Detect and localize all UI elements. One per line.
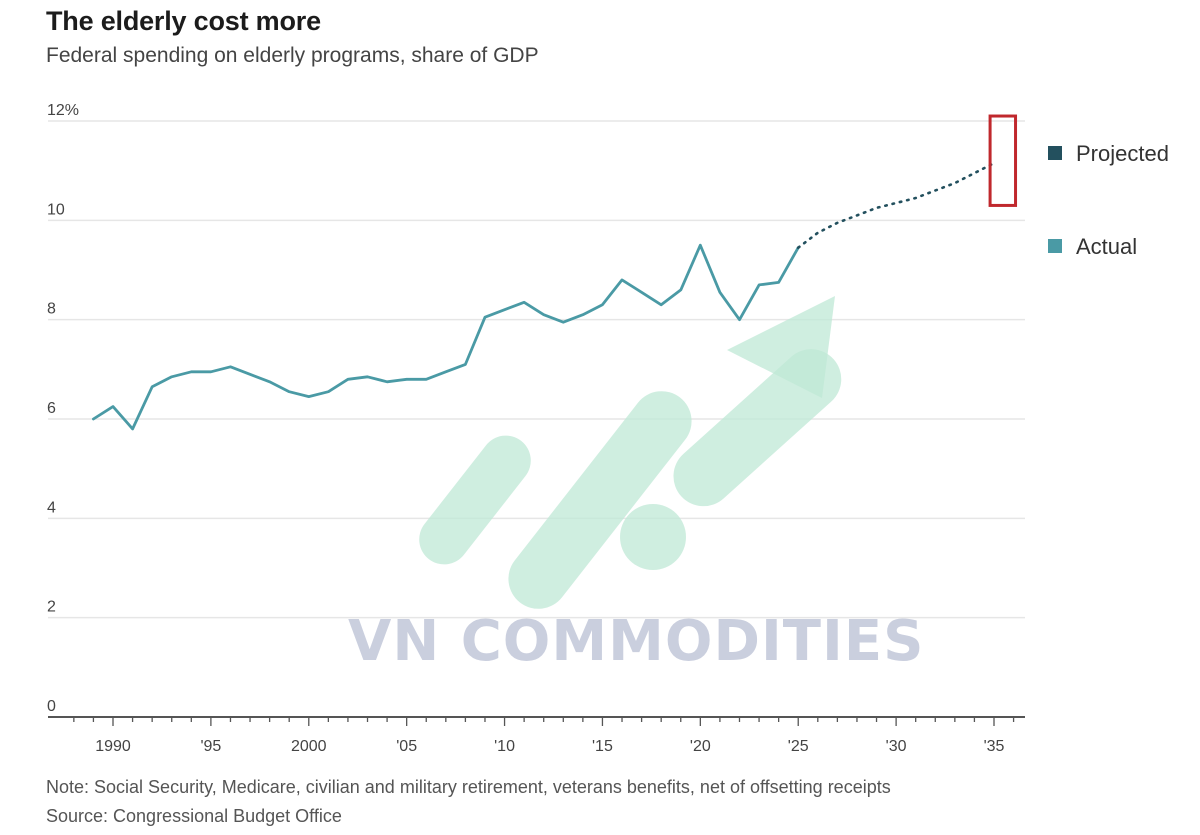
watermark-text: VN COMMODITIES [348, 609, 924, 674]
x-tick-label: '20 [690, 738, 711, 755]
series-line-actual [92, 243, 800, 431]
x-tick-label: '15 [592, 738, 613, 755]
y-tick-label: 4 [47, 499, 56, 516]
series [92, 161, 996, 431]
chart-subtitle: Federal spending on elderly programs, sh… [46, 44, 539, 67]
y-tick-label: 0 [47, 698, 56, 715]
axes: 0 2 4 6 8 10 12% 1990 '95 2000 '05 '10 '15 '20 '25 '30 '… [47, 102, 1025, 755]
legend: Projected Actual [1048, 141, 1169, 259]
legend-label-projected: Projected [1076, 141, 1169, 166]
legend-label-actual: Actual [1076, 234, 1137, 259]
legend-swatch-actual [1048, 239, 1062, 253]
y-tick-label: 12% [47, 102, 79, 119]
x-tick-label: '95 [200, 738, 221, 755]
gridlines [48, 120, 1025, 619]
x-tick-label: '35 [984, 738, 1005, 755]
x-tick-label: '10 [494, 738, 515, 755]
x-tick-label: '30 [886, 738, 907, 755]
watermark-arrow-shaft [673, 349, 842, 507]
footnote: Note: Social Security, Medicare, civilia… [46, 777, 891, 797]
watermark: VN COMMODITIES [348, 296, 924, 674]
series-line-projected [796, 161, 996, 249]
x-tick-label: 2000 [291, 738, 327, 755]
highlight-box [988, 114, 1018, 207]
legend-swatch-projected [1048, 146, 1062, 160]
x-tick-label: 1990 [95, 738, 131, 755]
source-line: Source: Congressional Budget Office [46, 806, 342, 826]
y-tick-label: 10 [47, 201, 65, 218]
watermark-arrow-head [727, 296, 835, 398]
watermark-stroke-1 [419, 435, 531, 565]
y-tick-label: 8 [47, 301, 56, 318]
y-tick-label: 6 [47, 400, 56, 417]
watermark-dot [620, 504, 686, 570]
chart-title: The elderly cost more [46, 6, 321, 36]
x-tick-label: '05 [396, 738, 417, 755]
annotations [988, 114, 1018, 207]
watermark-stroke-2 [508, 391, 692, 609]
y-tick-label: 2 [47, 599, 56, 616]
x-tick-label: '25 [788, 738, 809, 755]
